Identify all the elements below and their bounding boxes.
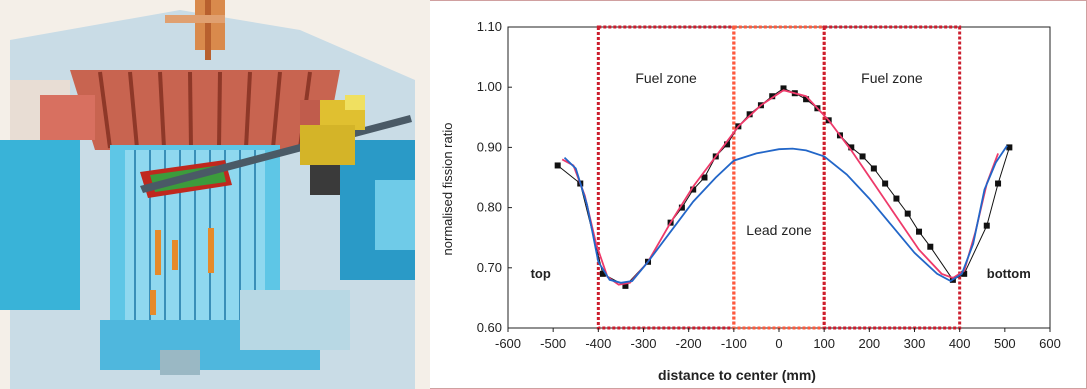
y-tick-label: 0.70	[477, 260, 502, 275]
y-tick-label: 0.80	[477, 200, 502, 215]
axes: -600 -500 -400 -300 -200 -100 0 100 200 300 400 500…	[477, 19, 1061, 351]
plot-area	[507, 26, 1051, 329]
data-point	[554, 162, 561, 169]
data-point	[769, 93, 776, 100]
data-point	[622, 282, 629, 289]
annotation-top: top	[531, 266, 551, 281]
data-point	[904, 210, 911, 217]
y-tick-label: 0.60	[477, 320, 502, 335]
x-tick-label: 0	[775, 336, 782, 351]
data-point	[746, 111, 753, 118]
x-tick-label: -600	[495, 336, 521, 351]
x-tick-label: -500	[540, 336, 566, 351]
series-layer	[554, 85, 1013, 289]
data-point	[995, 180, 1002, 187]
zone-box-3	[822, 25, 962, 330]
data-point	[780, 85, 787, 92]
data-point	[916, 228, 923, 235]
labels: Fuel zone Lead zone Fuel zone top bottom	[531, 70, 1031, 281]
x-tick-label: -100	[721, 336, 747, 351]
data-point	[1006, 144, 1013, 151]
data-point	[701, 174, 708, 181]
data-point	[848, 144, 855, 151]
series-line-3	[563, 145, 1008, 284]
data-point	[983, 222, 990, 229]
data-point	[882, 180, 889, 187]
annotation-bottom: bottom	[987, 266, 1031, 281]
x-tick-label: 500	[994, 336, 1016, 351]
data-point	[893, 195, 900, 202]
zone-label-3: Fuel zone	[861, 70, 923, 86]
data-point	[870, 165, 877, 172]
zone-label-2: Lead zone	[746, 222, 812, 238]
x-tick-label: -300	[630, 336, 656, 351]
data-point	[803, 96, 810, 103]
x-tick-label: 400	[949, 336, 971, 351]
x-tick-label: 300	[904, 336, 926, 351]
x-tick-label: -400	[585, 336, 611, 351]
plot-frame	[507, 26, 1051, 329]
x-axis-label: distance to center (mm)	[658, 367, 816, 383]
x-tick-label: 600	[1039, 336, 1061, 351]
data-point	[859, 153, 866, 160]
data-point	[927, 243, 934, 250]
x-tick-label: -200	[676, 336, 702, 351]
zone-label-1: Fuel zone	[635, 70, 697, 86]
data-point	[961, 270, 968, 277]
x-tick-label: 200	[858, 336, 880, 351]
fission-ratio-chart: -600 -500 -400 -300 -200 -100 0 100 200 300 400 500…	[440, 19, 1061, 383]
y-axis-label: normalised fission ratio	[440, 123, 455, 256]
y-tick-label: 0.90	[477, 139, 502, 154]
data-point	[724, 141, 731, 148]
reactor-cutaway-illustration	[0, 0, 430, 389]
data-point	[599, 270, 606, 277]
x-tick-label: 100	[813, 336, 835, 351]
data-point	[678, 204, 685, 211]
y-tick-label: 1.10	[477, 19, 502, 34]
y-tick-label: 1.00	[477, 79, 502, 94]
data-point	[690, 186, 697, 193]
